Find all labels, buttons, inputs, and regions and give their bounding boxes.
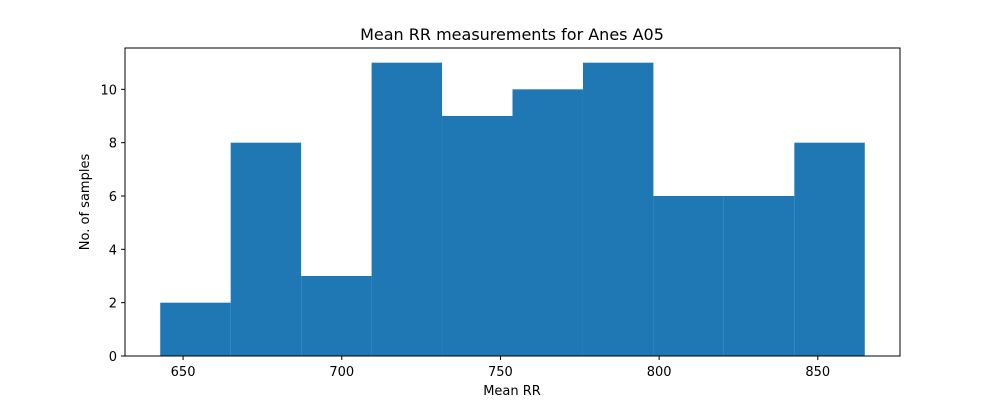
x-tick-label: 700 <box>329 365 354 380</box>
y-tick-label: 0 <box>109 350 117 365</box>
x-tick-label: 750 <box>488 365 513 380</box>
y-axis-ticks: 0 2 4 6 8 10 <box>100 83 125 365</box>
histogram-bar <box>653 196 724 356</box>
x-axis-label: Mean RR <box>483 384 541 399</box>
histogram-bar <box>723 196 795 356</box>
y-tick-label: 6 <box>109 190 117 205</box>
y-axis-label: No. of samples <box>78 154 93 251</box>
x-axis-ticks: 650 700 750 800 850 <box>171 356 830 380</box>
x-tick-label: 650 <box>171 365 196 380</box>
y-tick-label: 4 <box>109 243 117 258</box>
y-tick-label: 2 <box>109 297 117 312</box>
bars-group <box>160 62 865 357</box>
histogram-bar <box>371 62 443 357</box>
histogram-bar <box>794 142 865 356</box>
x-tick-label: 850 <box>805 365 830 380</box>
histogram-bar <box>301 276 372 356</box>
chart-title: Mean RR measurements for Anes A05 <box>360 25 664 44</box>
histogram-bar <box>512 89 583 356</box>
plot-frame <box>124 47 901 357</box>
x-tick-label: 800 <box>647 365 672 380</box>
histogram-bar <box>160 302 231 356</box>
y-tick-label: 8 <box>109 137 117 152</box>
histogram-bar <box>230 142 302 356</box>
histogram-bar <box>442 116 513 356</box>
histogram-bar <box>582 62 654 357</box>
y-tick-label: 10 <box>100 83 117 98</box>
